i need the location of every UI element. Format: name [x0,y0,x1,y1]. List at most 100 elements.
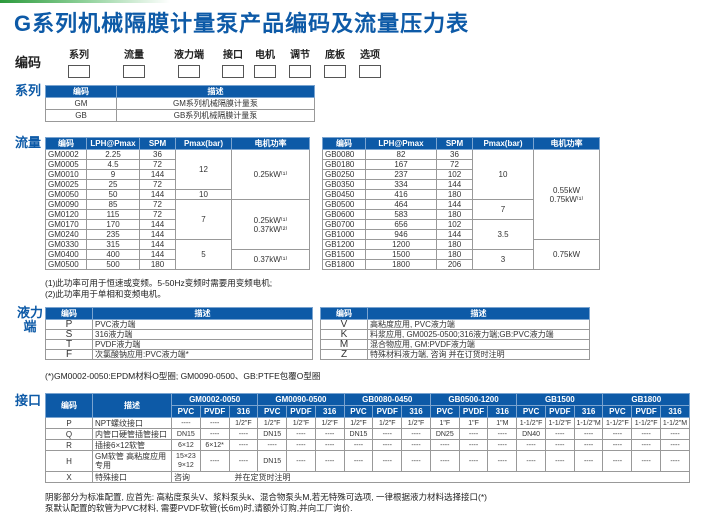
code-slot-box[interactable] [222,65,244,78]
motor-power-cell: 0.25kW⁽¹⁾ [231,149,310,200]
header-cell: 描述 [92,393,172,418]
span-cell: 咨询 并在定货时注明 [171,471,690,483]
table-cell: GB0600 [322,209,366,220]
table-cell: ---- [516,439,546,451]
table-cell: ---- [401,450,431,472]
table-cell: GM0090 [45,199,87,210]
table-cell: ---- [660,450,690,472]
code-slot-box[interactable] [123,65,145,78]
table-cell: 50 [86,189,140,200]
table-row: F 次氯酸钠应用:PVC液力端* [45,349,313,360]
pmax-cell: 3 [472,249,534,270]
table-cell: 1800 [365,259,437,270]
code-slot: 流量 [123,46,145,78]
table-cell: ---- [631,428,662,440]
table-cell: DN15 [257,450,288,472]
code-cell: Q [45,428,93,440]
material-header: 316 [228,405,259,418]
table-row: S 316液力端 [45,329,313,340]
material-header: PVDF [286,405,316,418]
table-cell: ---- [660,428,690,440]
pmax-cell: 7 [175,199,232,240]
table-cell: ---- [458,428,489,440]
code-cell: Z [320,349,368,360]
table-cell: 180 [139,259,176,270]
table-row: Z 特殊材料液力端, 咨询 并在订货时注明 [320,349,590,360]
code-slot-box[interactable] [289,65,311,78]
table-cell: 115 [86,209,140,220]
table-cell: 1"F [429,417,460,429]
table-cell: GB1500 [322,249,366,260]
pmax-cell: 10 [472,149,534,200]
flow-table-gm: 编码 LPH@Pmax SPM Pmax(bar) 电机功率 GM0002 2.25 36 12… [45,137,310,270]
table-cell: GB0350 [322,179,366,190]
header-cell: 编码 [45,393,93,418]
code-slot-box[interactable] [178,65,200,78]
table-cell: 1-1/2"M [573,417,604,429]
motor-power-cell: 0.75kW [533,239,600,270]
code-slot-label: 电机 [255,50,275,61]
code-slot-label: 调节 [290,50,310,61]
code-cell: M [320,339,368,350]
liquid-end-label: 液力端 [16,305,43,334]
table-cell: 144 [436,179,473,190]
table-cell: 2.25 [86,149,140,160]
table-row: GB GB系列机械隔膜计量泵 [45,109,315,122]
table-row: GM0010 9 144 [45,169,310,180]
code-cell: T [45,339,93,350]
motor-power-cell: 0.37kW⁽¹⁾ [231,249,310,270]
code-label: 编码 [15,55,42,70]
pmax-cell: 12 [175,149,232,190]
table-cell: 1/2"F [314,417,345,429]
table-cell: GM0050 [45,189,87,200]
table-cell: ---- [314,428,345,440]
table-cell: ---- [199,428,230,440]
code-slot: 系列 [68,46,90,78]
header-cell: 描述 [92,307,313,320]
header-cell: 描述 [367,307,590,320]
material-header: 316 [401,405,431,418]
code-slot: 底板 [324,46,346,78]
material-header: PVC [516,405,546,418]
table-cell: GB1200 [322,239,366,250]
table-cell: GM0005 [45,159,87,170]
code-cell: P [45,319,93,330]
table-cell: GM0240 [45,229,87,240]
table-cell: 334 [365,179,437,190]
header-cell: 描述 [116,85,315,98]
header-cell: Pmax(bar) [472,137,534,150]
header-cell: 编码 [45,307,93,320]
table-cell: 36 [436,149,473,160]
material-header: PVDF [631,405,662,418]
table-cell: ---- [631,439,662,451]
pmax-cell: 3.5 [472,219,534,250]
material-header: 316 [573,405,604,418]
code-slot-box[interactable] [254,65,276,78]
flow-label: 流量 [15,135,42,150]
desc-cell: 高粘度应用, PVC液力端 [367,319,590,330]
top-accent-bar [0,0,170,3]
table-row: GB1800 1800 206 [322,259,600,270]
table-row: GM GM系列机械隔膜计量泵 [45,97,315,110]
series-table: 编码 描述 GM GM系列机械隔膜计量泵 GB GB系列机械隔膜计量泵 [45,85,315,122]
code-slot-box[interactable] [324,65,346,78]
code-slot: 接口 [222,46,244,78]
table-cell: GB0250 [322,169,366,180]
table-cell: 206 [436,259,473,270]
table-cell: 72 [139,209,176,220]
table-cell: DN40 [516,428,546,440]
code-slot-box[interactable] [68,65,90,78]
code-slot: 液力端 [174,46,204,78]
table-cell: ---- [286,439,316,451]
table-cell: ---- [573,428,604,440]
table-cell: 180 [436,249,473,260]
table-row: GM0090 85 72 7 0.25kW⁽¹⁾ 0.37kW⁽²⁾ [45,199,310,250]
table-cell: ---- [602,450,633,472]
pmax-cell: 10 [175,189,232,200]
code-cell: S [45,329,93,340]
table-cell: ---- [286,428,316,440]
code-slot-box[interactable] [359,65,381,78]
table-cell: 102 [436,219,473,230]
table-cell: ---- [487,439,518,451]
table-row: GB1500 1500 180 3 [322,249,600,270]
